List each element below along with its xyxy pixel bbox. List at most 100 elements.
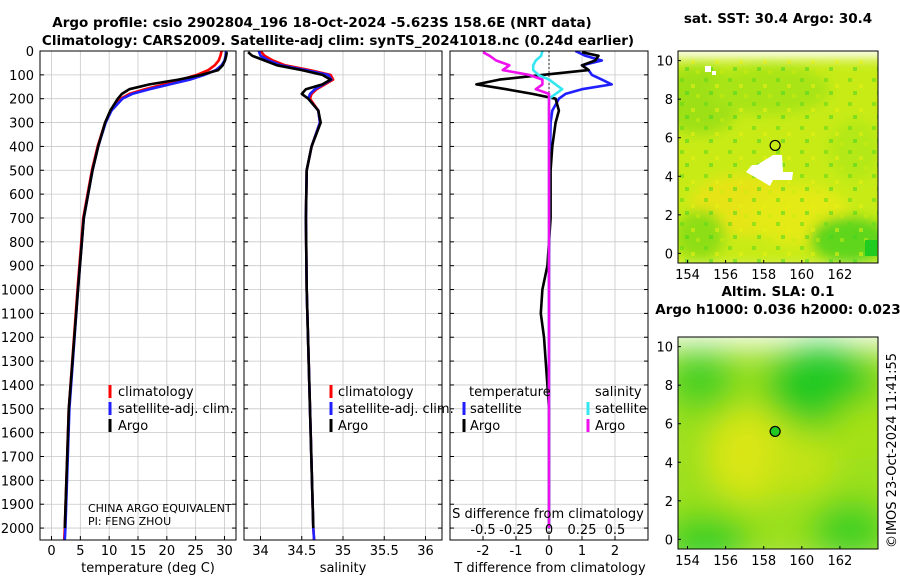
map-y-tick-label: 0 — [665, 247, 673, 262]
sst-float-marker — [769, 139, 781, 152]
map-x-tick-label: 160 — [789, 268, 814, 283]
y-tick-label: 100 — [9, 69, 34, 84]
pi-text: PI: FENG ZHOU — [88, 515, 171, 528]
sla-map-no-data-band — [678, 337, 878, 348]
legend-label-temp-satellite: satellite — [470, 402, 522, 417]
y-tick-label: 300 — [9, 117, 34, 132]
sst-cloud-gap — [746, 155, 793, 186]
map-y-tick-label: 8 — [665, 379, 673, 394]
legend-label-sal-satellite: satellite — [595, 402, 647, 417]
x-tick-label: 0 — [545, 544, 553, 559]
series-line-climatology — [259, 51, 335, 540]
y-tick-label: 200 — [9, 93, 34, 108]
map-x-tick-label: 156 — [713, 268, 738, 283]
map-x-tick-label: 154 — [675, 554, 700, 569]
y-tick-label: 1700 — [1, 451, 34, 466]
x-tick-label: 25 — [187, 544, 204, 559]
salinity-diff-tick-label: 0.25 — [568, 523, 597, 538]
series-line-argo — [63, 51, 229, 529]
map-x-tick-label: 158 — [751, 554, 776, 569]
y-tick-label: 1400 — [1, 379, 34, 394]
x-tick-label: 15 — [130, 544, 147, 559]
legend-label-satellite: satellite-adj. clim. — [338, 402, 454, 417]
legend-title-salinity: salinity — [595, 385, 642, 400]
salinity-legend: climatology satellite-adj. clim. Argo — [329, 385, 454, 434]
map-x-tick-label: 160 — [789, 554, 814, 569]
y-tick-label: 1900 — [1, 498, 34, 513]
salinity-diff-tick-label: 0 — [545, 523, 553, 538]
x-tick-label: -1 — [510, 544, 523, 559]
map-x-tick-label: 162 — [827, 554, 852, 569]
series-line-satellite-adj-clim- — [63, 51, 228, 540]
legend-label-argo: Argo — [118, 419, 148, 434]
x-tick-label: 20 — [159, 544, 176, 559]
map-y-tick-label: 8 — [665, 93, 673, 108]
map-y-tick-label: 0 — [665, 533, 673, 548]
difference-legend: temperature salinity satellite Argo sate… — [462, 385, 647, 434]
salinity-diff-tick-label: 0.5 — [605, 523, 626, 538]
x-tick-label: 35 — [335, 544, 352, 559]
sla-map-frame — [677, 336, 879, 550]
legend-label-argo: Argo — [338, 419, 368, 434]
legend-label-satellite: satellite-adj. clim. — [118, 402, 234, 417]
x-tick-label: -2 — [477, 544, 490, 559]
temperature-xlabel: temperature (deg C) — [81, 561, 215, 576]
sst-map-title: sat. SST: 30.4 Argo: 30.4 — [684, 11, 872, 27]
temperature-panel: 0100200300400500600700800900100011001200… — [1, 45, 237, 576]
series-line-salinity-Argo — [482, 51, 551, 529]
difference-panel: -2 -1 0 1 2 S difference from climatology -0… — [449, 50, 649, 576]
series-line-argo — [247, 51, 332, 529]
x-tick-label: 5 — [76, 544, 84, 559]
map-y-tick-label: 2 — [665, 209, 673, 224]
x-tick-label: 1 — [578, 544, 586, 559]
sla-field — [678, 345, 878, 549]
x-tick-label: 30 — [216, 544, 233, 559]
map-y-tick-label: 10 — [656, 341, 673, 356]
legend-title-temperature: temperature — [469, 385, 551, 400]
map-x-tick-label: 158 — [751, 268, 776, 283]
map-y-tick-label: 4 — [665, 456, 673, 471]
map-y-tick-label: 4 — [665, 170, 673, 185]
y-tick-label: 1500 — [1, 403, 34, 418]
x-tick-label: 34.5 — [287, 544, 316, 559]
salinity-panel: 34 34.5 35 35.5 36 salinity climatology sate… — [243, 50, 454, 576]
imos-watermark: ©IMOS 23-Oct-2024 11:41:55 — [885, 353, 900, 548]
map-x-tick-label: 154 — [675, 268, 700, 283]
y-tick-label: 0 — [26, 45, 34, 60]
map-x-tick-label: 162 — [827, 268, 852, 283]
salinity-xlabel: salinity — [320, 561, 367, 576]
y-tick-label: 500 — [9, 164, 34, 179]
sla-float-marker — [769, 425, 781, 438]
legend-label-climatology: climatology — [338, 385, 414, 400]
sst-map-frame — [677, 50, 879, 264]
y-tick-label: 600 — [9, 188, 34, 203]
difference-top-label: S difference from climatology — [452, 507, 644, 522]
salinity-diff-tick-label: -0.25 — [499, 523, 533, 538]
x-tick-label: 35.5 — [370, 544, 399, 559]
y-tick-label: 1000 — [1, 284, 34, 299]
map-y-tick-label: 6 — [665, 132, 673, 147]
salinity-diff-tick-label: -0.5 — [470, 523, 495, 538]
y-tick-label: 700 — [9, 212, 34, 227]
x-tick-label: 34 — [252, 544, 269, 559]
difference-xlabel: T difference from climatology — [453, 561, 646, 576]
legend-label-climatology: climatology — [118, 385, 194, 400]
sst-map-no-data-band — [678, 51, 878, 58]
legend-label-sal-argo: Argo — [595, 419, 625, 434]
map-y-tick-label: 2 — [665, 495, 673, 510]
sla-map-subtitle: Argo h1000: 0.036 h2000: 0.023 — [655, 302, 900, 318]
x-tick-label: 0 — [47, 544, 55, 559]
sla-map: 154 156 158 160 162 0 2 4 6 8 10 — [656, 336, 879, 569]
figure-title-line1: Argo profile: csio 2902804_196 18-Oct-20… — [52, 15, 591, 31]
credit-text: CHINA ARGO EQUIVALENT — [88, 502, 232, 515]
y-tick-label: 2000 — [1, 522, 34, 537]
x-tick-label: 10 — [101, 544, 118, 559]
temperature-legend: climatology satellite-adj. clim. Argo — [108, 385, 234, 434]
map-y-tick-label: 10 — [656, 55, 673, 70]
sst-map: 154 156 158 160 162 0 2 4 6 8 10 — [656, 50, 879, 283]
y-tick-label: 1100 — [1, 307, 34, 322]
figure-title-line2: Climatology: CARS2009. Satellite-adj cli… — [42, 33, 634, 49]
sla-map-title: Altim. SLA: 0.1 — [721, 284, 834, 300]
map-x-tick-label: 156 — [713, 554, 738, 569]
x-tick-label: 36 — [417, 544, 434, 559]
